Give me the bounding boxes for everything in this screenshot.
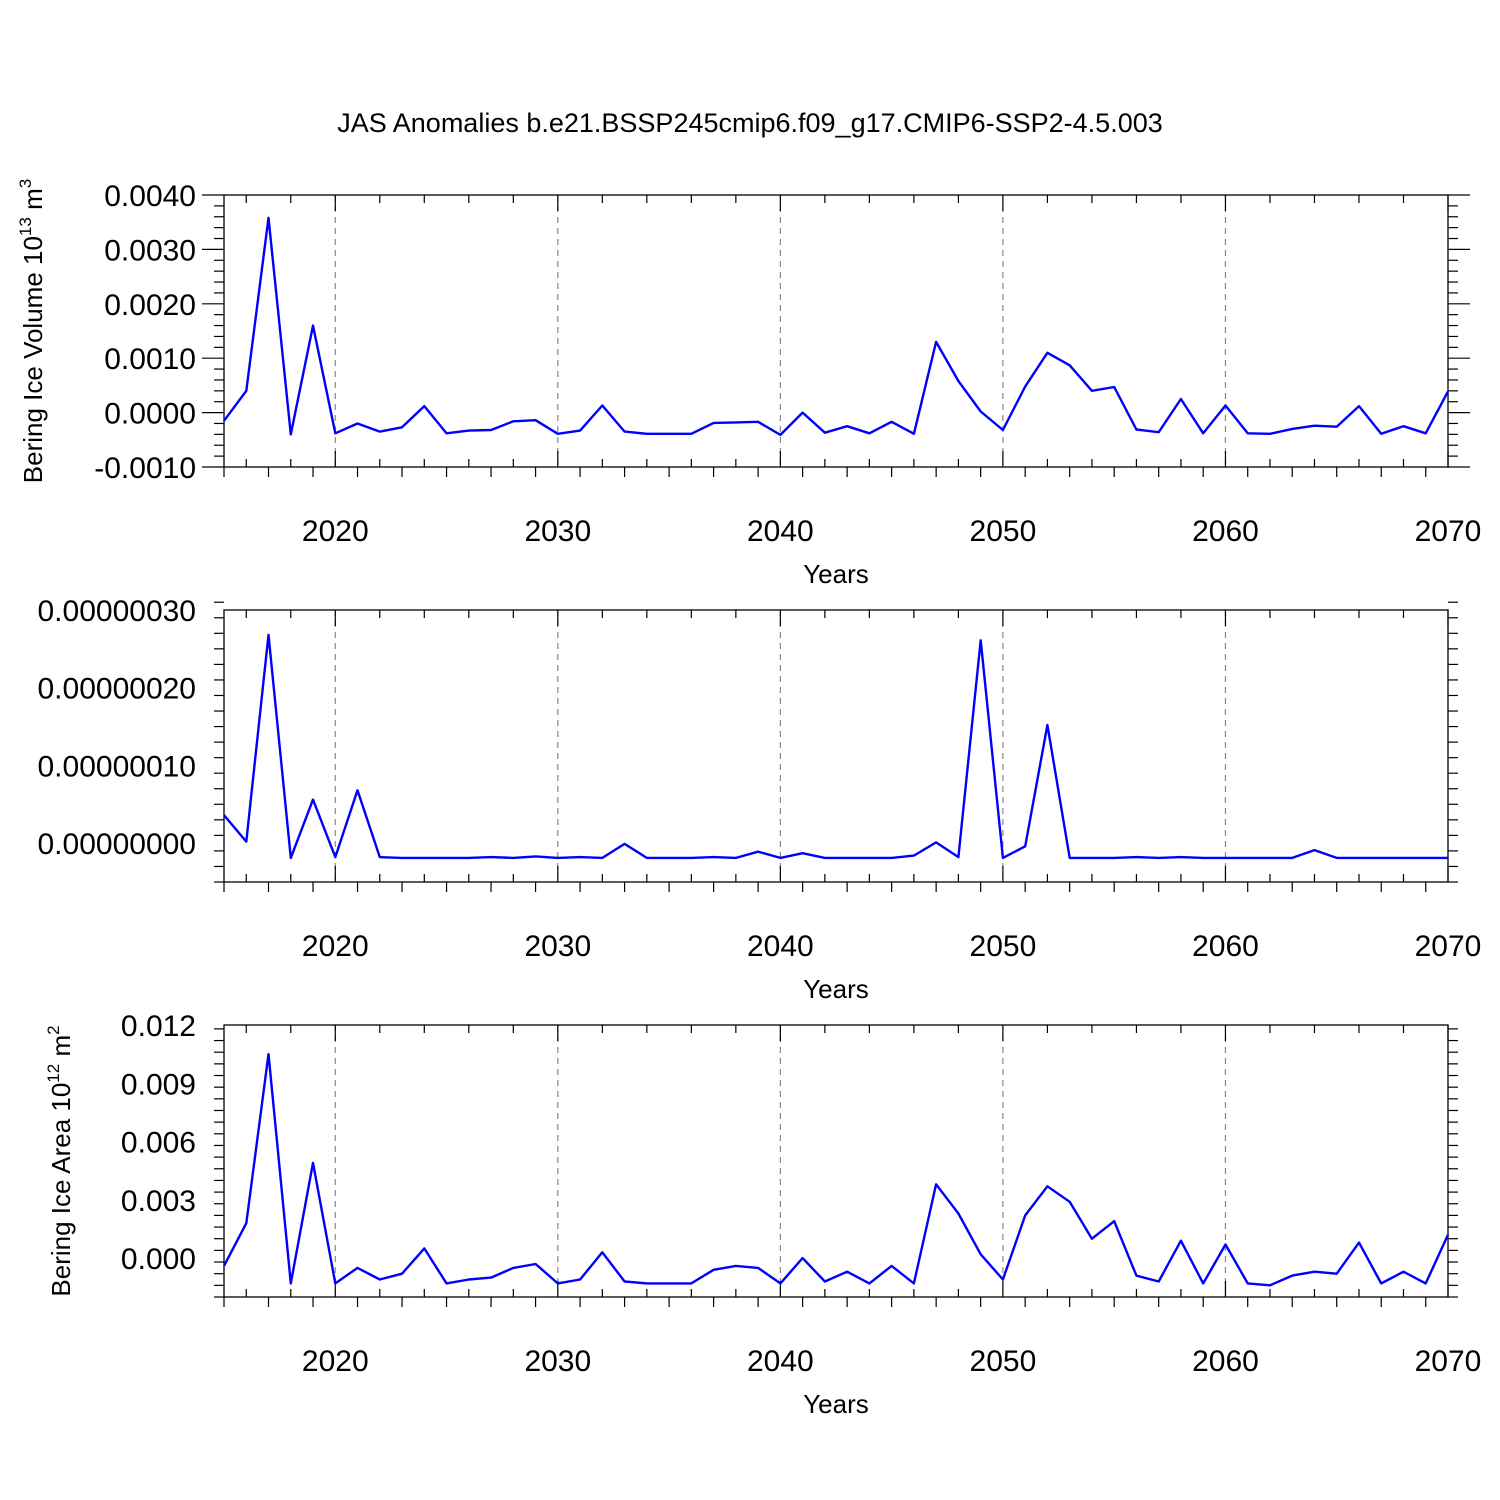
x-axis-title: Years	[803, 1389, 869, 1419]
x-tick-label: 2040	[747, 1345, 814, 1378]
series-line	[222, 1052, 1450, 1287]
x-tick-label: 2030	[524, 515, 591, 548]
y-tick-label: 0.0040	[104, 180, 196, 213]
x-tick-label: 2020	[302, 930, 369, 963]
y-tick-label: -0.0010	[94, 452, 196, 485]
y-tick-label: 0.00000000	[38, 828, 197, 861]
y-tick-label: 0.012	[121, 1010, 196, 1043]
x-tick-label: 2030	[524, 930, 591, 963]
y-tick-label: 0.00000010	[38, 750, 197, 783]
x-tick-label: 2070	[1415, 930, 1482, 963]
y-axis-title-ylabel-unit: m	[18, 188, 48, 217]
x-tick-label: 2050	[970, 930, 1037, 963]
chart-title: JAS Anomalies b.e21.BSSP245cmip6.f09_g17…	[337, 108, 1163, 138]
y-axis-title-ylabel: Bering Ice Area 10	[46, 1083, 76, 1297]
x-tick-label: 2070	[1415, 1345, 1482, 1378]
plot-frame	[223, 1024, 1449, 1298]
panel-2: 0.00000000 0.00000010 0.00000020 0.00000030…	[38, 595, 1482, 1004]
x-tick-label: 2040	[747, 930, 814, 963]
x-tick-label: 2070	[1415, 515, 1482, 548]
y-axis-title-ylabel-unit_exp: 2	[44, 1025, 63, 1034]
y-tick-label: 0.0010	[104, 343, 196, 376]
y-tick-label: 0.0020	[104, 289, 196, 322]
x-axis-title: Years	[803, 974, 869, 1004]
x-tick-label: 2060	[1192, 515, 1259, 548]
y-tick-label: 0.009	[121, 1068, 196, 1101]
y-axis-title-ylabel-unit: m	[46, 1035, 76, 1064]
y-axis-title-ylabel-unit_exp: 3	[16, 179, 35, 188]
y-axis-title-ylabel: Bering Ice Volume 10	[18, 236, 48, 483]
y-axis-title-ylabel-exp: 13	[16, 217, 35, 236]
y-tick-label: 0.003	[121, 1185, 196, 1218]
y-axis-title-ylabel-exp: 12	[44, 1064, 63, 1083]
y-tick-label: 0.006	[121, 1127, 196, 1160]
x-tick-label: 2040	[747, 515, 814, 548]
x-tick-label: 2020	[302, 1345, 369, 1378]
panels: -0.0010 0.0000 0.0010 0.0020 0.0030 0.0040 202…	[16, 179, 1481, 1419]
panel-3: 0.000 0.003 0.006 0.009 0.012 2020 2030 2040 205…	[44, 1010, 1481, 1419]
y-tick-label: 0.000	[121, 1243, 196, 1276]
series-line	[223, 216, 1450, 437]
x-tick-label: 2050	[970, 1345, 1037, 1378]
x-tick-label: 2060	[1192, 930, 1259, 963]
y-axis-title: Bering Ice Volume 1013 m3	[16, 179, 48, 483]
x-tick-label: 2050	[970, 515, 1037, 548]
y-axis-title: Bering Ice Area 1012 m2	[44, 1025, 76, 1296]
series-line	[223, 633, 1448, 860]
y-tick-label: 0.00000030	[38, 595, 197, 628]
y-tick-label: 0.00000020	[38, 673, 197, 706]
x-tick-label: 2030	[524, 1345, 591, 1378]
x-tick-label: 2060	[1192, 1345, 1259, 1378]
y-tick-label: 0.0000	[104, 398, 196, 431]
y-tick-label: 0.0030	[104, 234, 196, 267]
plot-frame	[223, 194, 1449, 468]
plot-frame	[223, 609, 1449, 883]
x-axis-title: Years	[803, 559, 869, 589]
panel-1: -0.0010 0.0000 0.0010 0.0020 0.0030 0.0040 202…	[16, 179, 1481, 589]
x-tick-label: 2020	[302, 515, 369, 548]
